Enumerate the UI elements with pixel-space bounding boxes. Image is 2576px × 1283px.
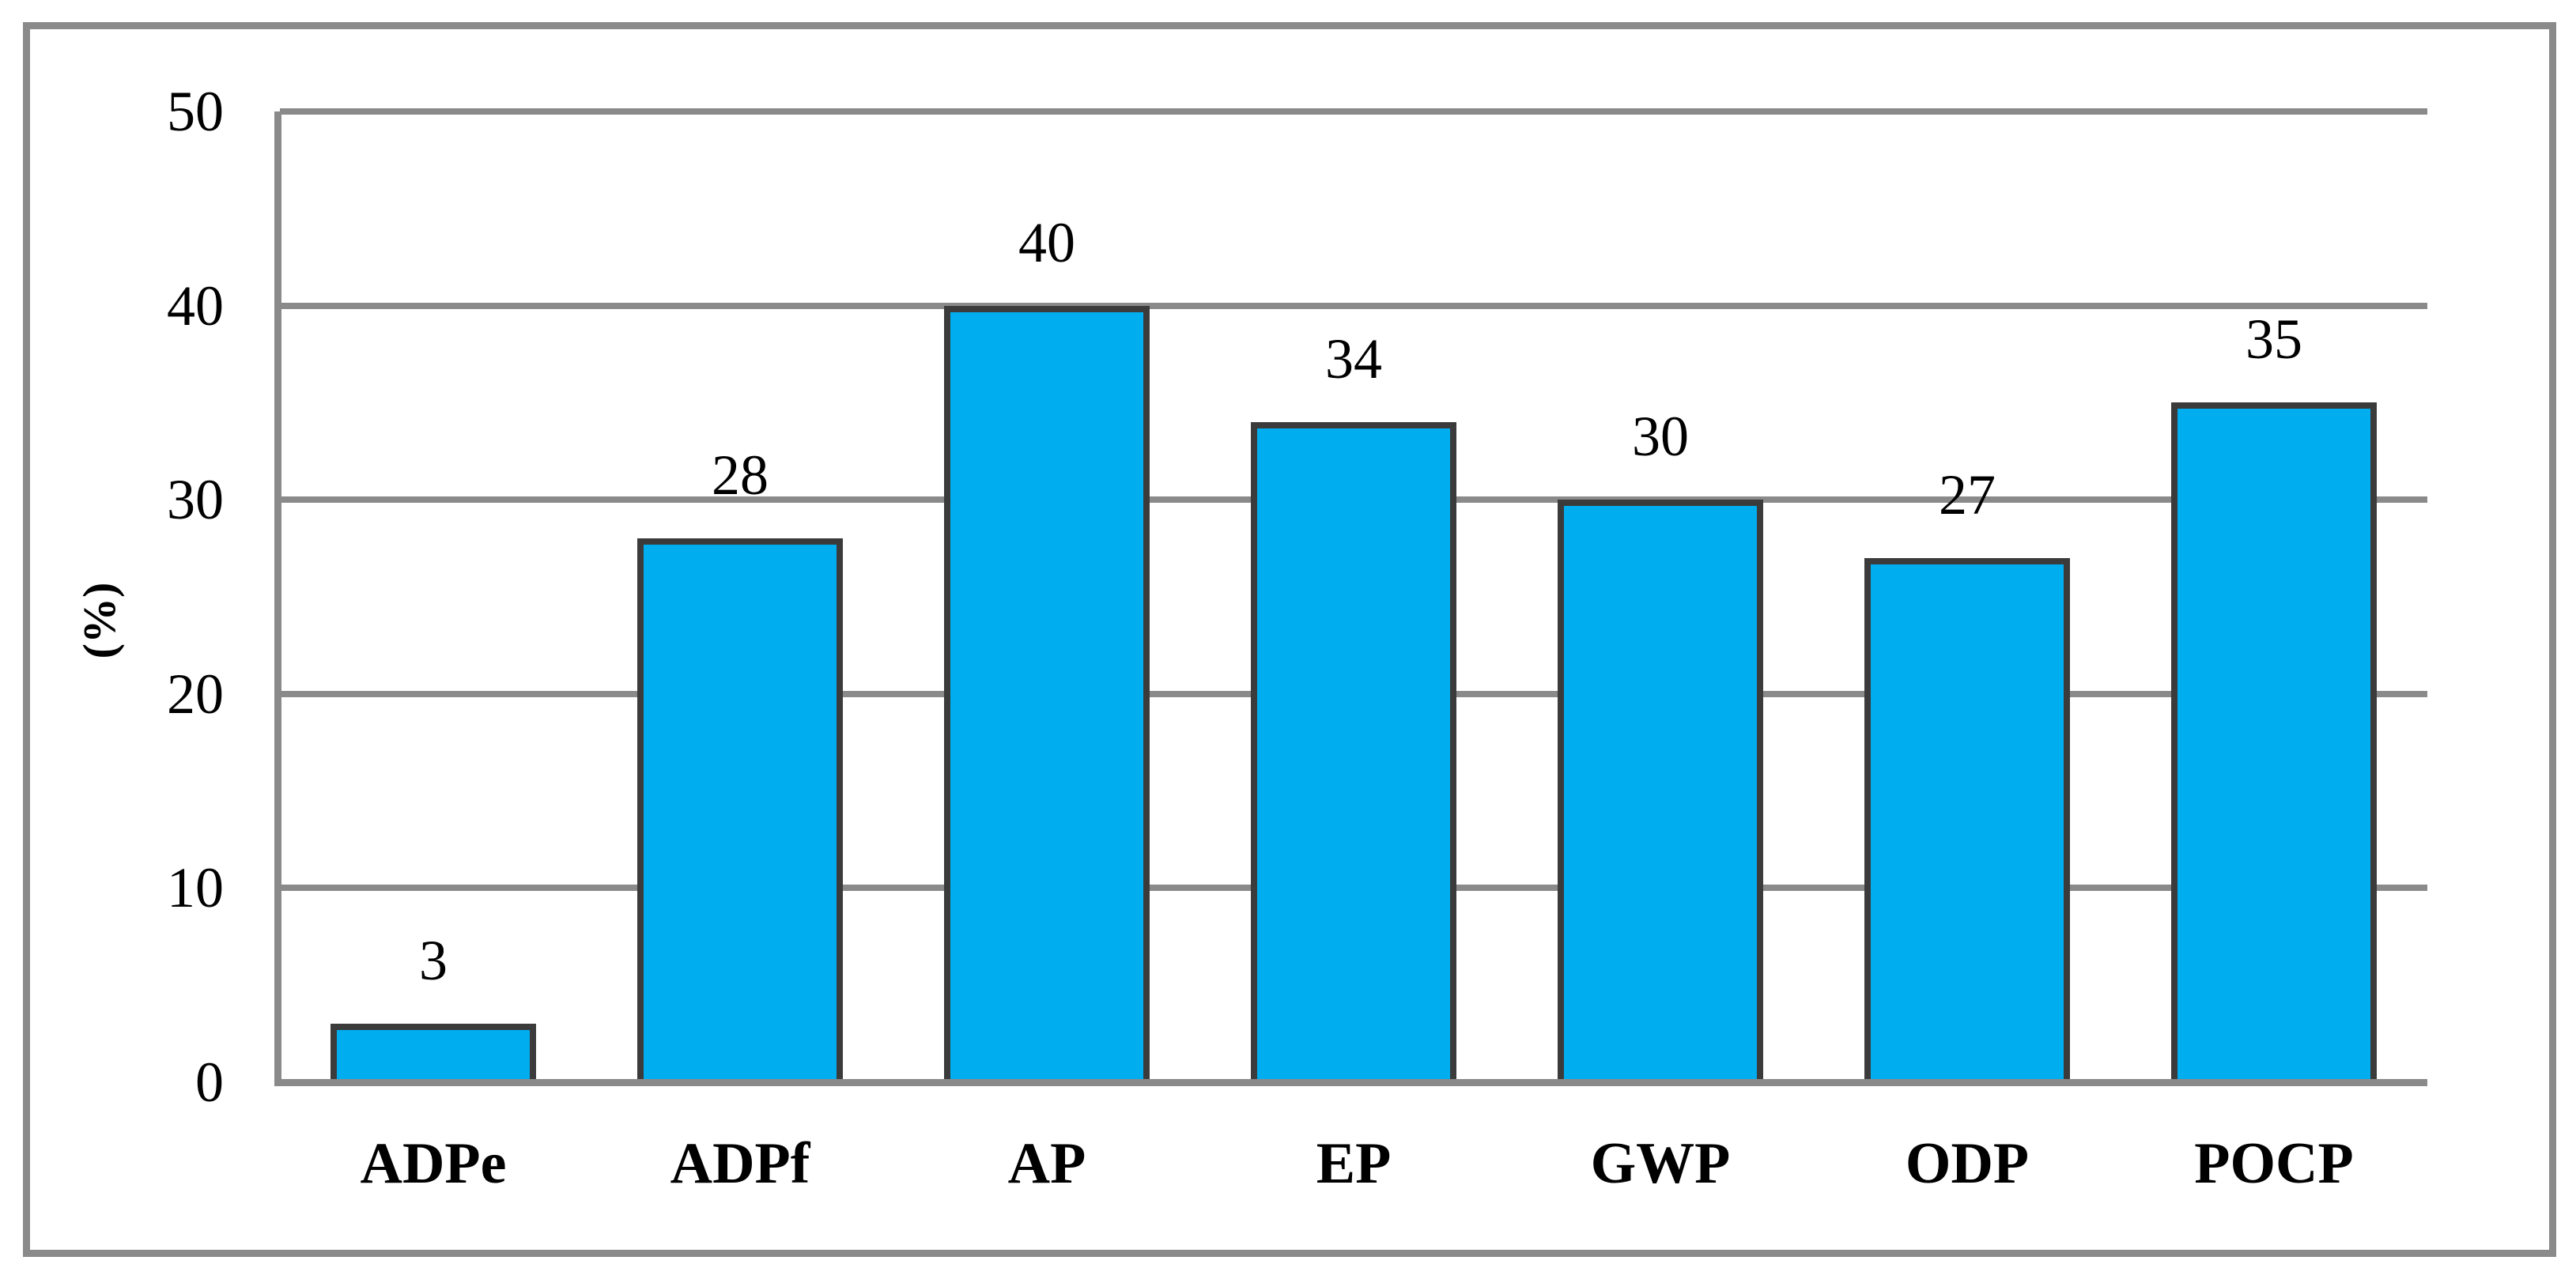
bar-gwp [1558, 500, 1763, 1086]
figure-border [23, 22, 2556, 1257]
x-category-label-ap: AP [1007, 1131, 1086, 1196]
x-category-label-adpf: ADPf [670, 1131, 810, 1196]
x-category-label-adpe: ADPe [360, 1131, 507, 1196]
bar-adpe [330, 1024, 536, 1086]
value-label-ap: 40 [1018, 210, 1075, 274]
value-label-gwp: 30 [1632, 405, 1689, 469]
bar-odp [1864, 557, 2070, 1086]
value-label-pocp: 35 [2246, 308, 2302, 372]
y-tick-label-50: 50 [167, 80, 224, 143]
gridline-50 [280, 108, 2427, 115]
bar-adpf [637, 538, 843, 1086]
bar-ap [944, 305, 1150, 1086]
x-category-label-ep: EP [1316, 1131, 1392, 1196]
bar-pocp [2171, 402, 2377, 1086]
gridline-40 [280, 302, 2427, 309]
value-label-adpe: 3 [419, 929, 448, 993]
y-tick-label-10: 10 [167, 856, 224, 920]
value-label-adpf: 28 [712, 443, 769, 508]
x-category-label-gwp: GWP [1590, 1131, 1731, 1196]
y-tick-label-30: 30 [167, 468, 224, 532]
y-tick-label-20: 20 [167, 662, 224, 726]
y-tick-label-40: 40 [167, 274, 224, 338]
bar-ep [1251, 421, 1456, 1086]
x-category-label-odp: ODP [1905, 1131, 2030, 1196]
value-label-odp: 27 [1939, 462, 1996, 526]
x-category-label-pocp: POCP [2194, 1131, 2354, 1196]
y-axis-line [274, 111, 281, 1086]
x-axis-line [280, 1079, 2427, 1086]
value-label-ep: 34 [1325, 326, 1382, 391]
y-tick-label-0: 0 [195, 1051, 224, 1114]
